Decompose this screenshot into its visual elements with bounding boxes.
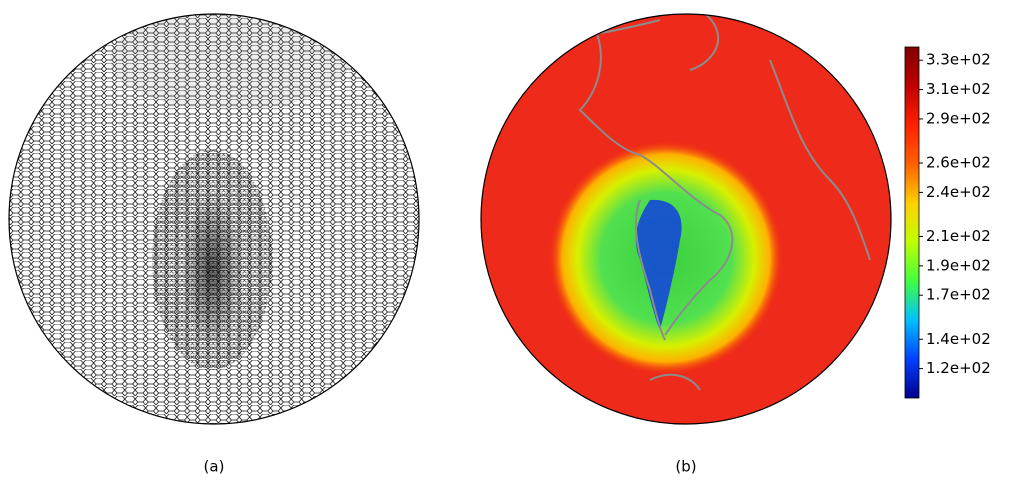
colorbar-tick-label: 1.9e+02 bbox=[926, 256, 991, 274]
colorbar-tick-label: 1.2e+02 bbox=[926, 359, 991, 377]
colorbar-tick-label: 1.7e+02 bbox=[926, 286, 991, 304]
panel-b bbox=[481, 14, 891, 424]
colorbar-tick-label: 2.6e+02 bbox=[926, 154, 991, 172]
caption: (b) bbox=[675, 458, 696, 476]
colorbar-tick-label: 2.4e+02 bbox=[926, 183, 991, 201]
colorbar-tick-label: 1.4e+02 bbox=[926, 330, 991, 348]
colorbar-tick-label: 3.3e+02 bbox=[926, 51, 991, 69]
globe-outline bbox=[480, 13, 892, 425]
colorbar-tick-label: 2.1e+02 bbox=[926, 227, 991, 245]
colorbar-tick-label: 2.9e+02 bbox=[926, 109, 991, 127]
panel-a bbox=[9, 14, 419, 424]
colorbar bbox=[904, 46, 920, 399]
colorbar-tick-label: 3.1e+02 bbox=[926, 80, 991, 98]
caption: (a) bbox=[204, 458, 225, 476]
globe-outline bbox=[8, 13, 420, 425]
